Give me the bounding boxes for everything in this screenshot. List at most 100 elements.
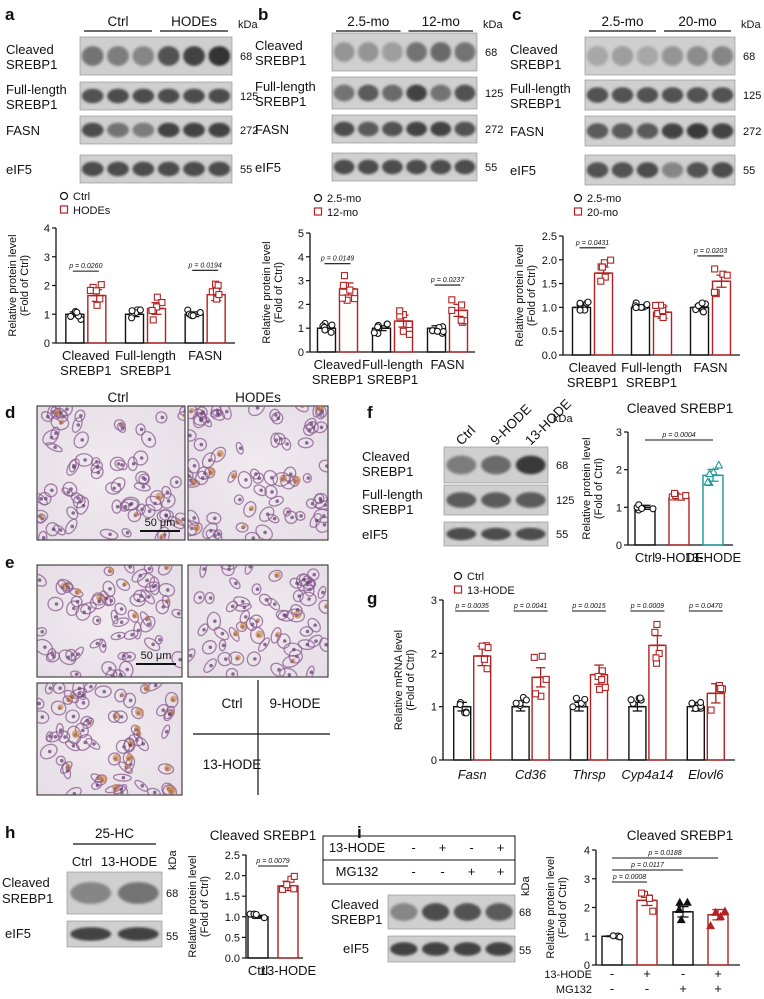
y-tick-label: 4 — [298, 252, 304, 264]
band — [333, 84, 355, 102]
legend-marker — [453, 585, 463, 594]
cell-nucleus — [75, 599, 80, 604]
cell — [50, 426, 60, 440]
kda-value: 68 — [743, 51, 755, 63]
data-point — [652, 301, 660, 309]
cell-nucleus — [165, 588, 170, 592]
cell — [302, 473, 312, 484]
data-point — [346, 286, 354, 294]
category-label: 13-HODE — [260, 963, 317, 978]
micrograph-hodes-cells — [188, 406, 328, 540]
data-point — [676, 915, 686, 924]
cell — [136, 503, 146, 516]
cell — [210, 446, 227, 463]
data-point — [638, 889, 646, 897]
cell — [77, 690, 87, 701]
lipid-droplet — [166, 598, 171, 603]
data-point — [601, 273, 609, 281]
data-point — [351, 295, 359, 303]
band — [333, 42, 355, 62]
band — [515, 527, 546, 541]
kda-header: kDa — [520, 876, 532, 896]
data-point — [283, 881, 291, 889]
blot-row-strip — [584, 115, 736, 147]
cell — [225, 600, 238, 613]
p-value: p = 0.0004 — [661, 432, 695, 439]
data-point — [278, 885, 287, 893]
y-tick-label: 0 — [584, 960, 590, 972]
cell-nucleus — [167, 712, 172, 717]
cell-nucleus — [147, 509, 152, 513]
panel-e: e 50 μm Ctrl 9-HODE 13-HODE — [5, 553, 330, 796]
p-value: p = 0.0194 — [188, 262, 222, 269]
data-point — [601, 683, 609, 691]
cell — [164, 691, 179, 709]
cell-nucleus — [166, 499, 171, 503]
cell — [299, 591, 317, 607]
cell-nucleus — [299, 514, 303, 518]
y-tick-label: 5 — [298, 228, 304, 240]
cell-nucleus — [51, 527, 56, 532]
cell-nucleus — [95, 465, 100, 470]
cell — [123, 738, 136, 753]
category-label: Full-length — [115, 348, 176, 363]
band — [430, 121, 452, 137]
lipid-droplet — [300, 406, 306, 408]
data-point — [682, 491, 690, 500]
cell-nucleus — [121, 775, 126, 780]
cell-nucleus — [80, 438, 85, 442]
cell — [66, 458, 80, 476]
cell — [50, 700, 67, 716]
cell — [201, 640, 217, 655]
cell-nucleus — [65, 407, 69, 411]
cell-nucleus — [72, 606, 76, 611]
cell-nucleus — [175, 480, 179, 484]
band — [481, 492, 511, 508]
band — [686, 46, 709, 66]
data-point — [627, 696, 635, 704]
kda-value: 68 — [166, 888, 178, 900]
data-point — [530, 653, 538, 661]
cell-nucleus — [50, 488, 54, 493]
cell-nucleus — [305, 642, 310, 647]
cell-nucleus — [272, 516, 277, 521]
cell-nucleus — [63, 735, 67, 739]
cell — [157, 526, 170, 540]
band — [485, 942, 513, 956]
cell — [197, 623, 209, 637]
data-point — [584, 298, 592, 306]
category-label: Cleaved — [62, 348, 110, 363]
category-label: SREBP1 — [367, 372, 418, 387]
cell-nucleus — [225, 409, 229, 414]
blot-row-name: SREBP1 — [6, 57, 57, 72]
cell — [282, 654, 301, 668]
cell-nucleus — [199, 417, 203, 421]
cell — [57, 730, 71, 744]
band — [586, 87, 609, 103]
p-value: p = 0.0237 — [430, 277, 465, 284]
cell-nucleus — [140, 784, 145, 788]
blot-row-name: FASN — [6, 123, 40, 138]
data-point — [196, 308, 204, 317]
cell — [46, 731, 63, 743]
cell-nucleus — [238, 497, 242, 502]
lipid-droplet — [239, 621, 248, 630]
lipid-droplet — [193, 524, 201, 532]
lipid-droplet — [167, 786, 176, 795]
blot-row-strip — [331, 152, 478, 182]
data-point — [671, 489, 679, 497]
blot-row-name: SREBP1 — [2, 891, 53, 906]
data-point — [215, 291, 223, 299]
band — [586, 123, 609, 139]
cell-nucleus — [240, 599, 245, 604]
data-point — [73, 308, 81, 316]
cell — [243, 501, 257, 518]
lane-label: Ctrl — [72, 854, 92, 869]
kda-header: kDa — [167, 850, 179, 870]
cell — [313, 508, 328, 524]
data-point — [581, 695, 589, 703]
cell — [99, 590, 112, 607]
cell-nucleus — [136, 598, 141, 603]
blot-row-name: Cleaved — [362, 449, 410, 464]
